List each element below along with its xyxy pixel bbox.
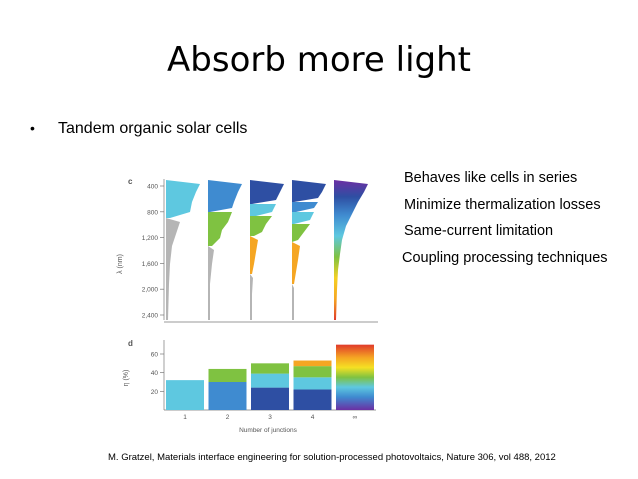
citation: M. Gratzel, Materials interface engineer… [108,452,556,463]
spectrum-4-green [292,224,310,242]
point-3: Same-current limitation [404,223,554,239]
spectrum-3-grey [250,274,253,320]
x-tick-label: 3 [268,414,272,421]
point-2: Minimize thermalization losses [404,196,601,213]
top-tick-label: 800 [147,209,158,216]
bar-segment [208,368,247,382]
spectrum-3-junction [250,180,284,320]
slide-title: Absorb more light [167,40,471,80]
top-tick-label: 1,600 [142,261,159,268]
bottom-ticks: 20 40 60 [151,352,164,396]
spectrum-infinite-rainbow [334,180,368,320]
spectrum-3-orange [250,236,258,274]
spectrum-3-cyan [250,204,276,216]
bottom-tick-label: 40 [151,370,159,377]
bar-segment [293,377,332,390]
spectrum-1-cyan [166,180,200,218]
spectrum-2-grey [208,246,214,320]
spectrum-2-blue [208,180,242,212]
bottom-tick-label: 20 [151,389,159,396]
x-tick-label: 2 [226,414,230,421]
bottom-ylabel: η (%) [123,370,130,387]
spectrum-1-junction [166,180,200,320]
junction-figure: c λ (nm) 400 800 1,200 1,600 2,000 2,400 [114,174,384,442]
bar-segment [293,366,332,378]
bullet-text: Tandem organic solar cells [58,120,248,137]
top-tick-label: 1,200 [142,235,159,242]
top-tick-label: 2,400 [142,313,159,320]
panel-d-label: d [128,339,133,348]
figure-svg: c λ (nm) 400 800 1,200 1,600 2,000 2,400 [117,177,378,434]
spectrum-infinite-junction [334,180,368,320]
point-4: Coupling processing techniques [402,249,608,266]
spectrum-4-junction [292,180,326,320]
bar-segment [293,360,332,367]
x-tick-label: 1 [183,414,187,421]
bar-segment [166,380,204,410]
bar-segment [251,373,289,388]
bar-segment [251,363,289,374]
bottom-xlabel: Number of junctions [239,427,298,434]
spectrum-4-grey [292,284,294,320]
bullet-dot-icon: • [30,120,35,136]
point-list: Behaves like cells in series Minimize th… [402,170,608,276]
spectrum-4-cyan [292,212,314,224]
panel-c-label: c [128,177,133,186]
bar-segment [251,387,289,410]
top-tick-label: 400 [147,184,158,191]
x-ticks: 1 2 3 4 ∞ [183,414,357,421]
bar-segment [336,344,374,410]
top-ylabel: λ (nm) [117,254,124,274]
point-1: Behaves like cells in series [404,170,578,186]
x-tick-label: 4 [311,414,315,421]
spectrum-4-blue [292,202,318,212]
bar-segment [293,389,332,410]
spectrum-4-navy [292,180,326,202]
spectrum-2-green [208,212,232,246]
spectrum-3-green [250,216,272,236]
bar-segment [208,382,247,410]
spectrum-1-grey [166,218,180,320]
x-tick-label: ∞ [353,414,358,421]
spectrum-3-navy [250,180,284,204]
spectrum-4-orange [292,242,300,284]
top-ticks: 400 800 1,200 1,600 2,000 2,400 [142,184,164,320]
efficiency-bars [166,344,374,410]
top-tick-label: 2,000 [142,287,159,294]
bottom-tick-label: 60 [151,352,159,359]
spectrum-2-junction [208,180,242,320]
